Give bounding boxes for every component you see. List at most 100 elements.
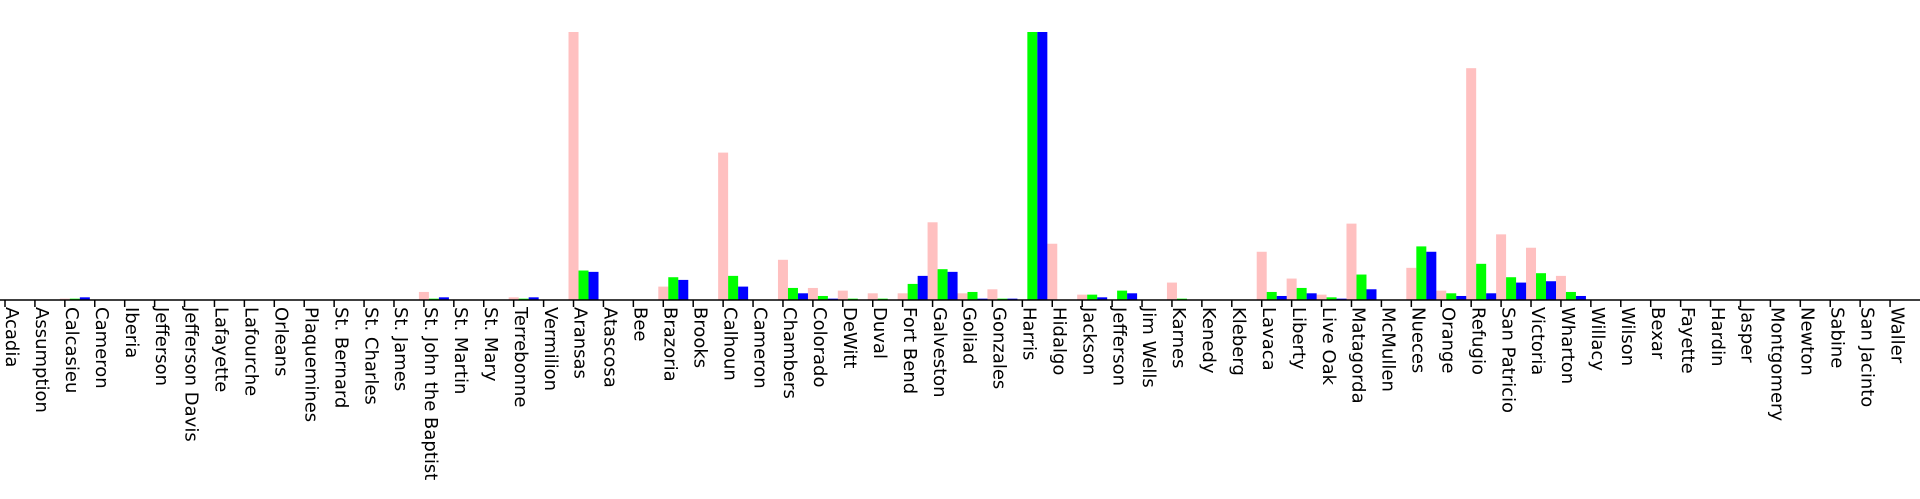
bar-2-series-2 [79, 297, 90, 300]
x-tick-label: Calcasieu [61, 307, 82, 393]
bar-42-series-1 [1266, 291, 1277, 300]
bar-17-series-2 [528, 297, 539, 300]
x-tick-label: Jasper [1737, 306, 1758, 363]
x-tick-label: Cameron [91, 307, 112, 389]
bar-27-series-0 [807, 287, 818, 300]
bar-43-series-1 [1296, 287, 1307, 300]
x-tick-labels-layer: Acadia Assumption Calcasieu Cameron Iberia Je… [1, 306, 1907, 480]
bar-31-series-1 [937, 269, 948, 300]
x-tick-label: Gonzales [989, 307, 1010, 389]
x-tick-label: Atascosa [600, 307, 621, 388]
x-tick-label: Willacy [1587, 307, 1608, 371]
x-tick-label: Lafayette [211, 307, 232, 392]
x-tick-label: Liberty [1288, 307, 1309, 370]
bar-49-series-2 [1486, 293, 1497, 300]
bar-45-series-0 [1346, 223, 1357, 300]
bar-45-series-2 [1366, 289, 1377, 300]
bar-48-series-0 [1436, 290, 1447, 300]
bar-19-series-0 [568, 32, 579, 300]
x-tick-label: St. James [390, 307, 411, 391]
bar-48-series-1 [1446, 293, 1457, 300]
x-tick-label: Harris [1019, 307, 1040, 360]
x-tick-label: St. Charles [360, 307, 381, 405]
bar-30-series-2 [917, 275, 928, 300]
bar-52-series-1 [1565, 291, 1576, 300]
x-tick-label: Wharton [1557, 307, 1578, 384]
x-tick-label: Orange [1437, 307, 1458, 374]
x-tick-label: Iberia [121, 307, 142, 358]
bar-35-series-0 [1047, 243, 1058, 300]
bar-34-series-1 [1027, 32, 1038, 300]
bar-22-series-2 [678, 279, 689, 300]
x-tick-label: Lafourche [241, 307, 262, 396]
x-tick-label: Fort Bend [899, 307, 920, 394]
x-tick-label: Vermilion [540, 307, 561, 391]
x-ticks-layer [4, 300, 1891, 307]
bar-14-series-0 [418, 291, 429, 300]
bar-52-series-0 [1555, 275, 1566, 300]
bar-51-series-1 [1536, 273, 1547, 300]
bar-44-series-1 [1326, 297, 1337, 300]
bar-50-series-1 [1506, 277, 1517, 300]
bar-26-series-1 [787, 287, 798, 300]
bar-28-series-0 [837, 290, 848, 300]
x-tick-label: Jefferson [151, 306, 172, 386]
bar-50-series-2 [1516, 282, 1527, 300]
bar-24-series-1 [728, 275, 739, 300]
x-tick-label: San Patricio [1497, 307, 1518, 413]
bar-51-series-0 [1526, 247, 1537, 300]
bar-31-series-0 [927, 222, 938, 300]
x-tick-label: Montgomery [1767, 307, 1788, 421]
bar-48-series-2 [1456, 295, 1467, 300]
bar-27-series-1 [817, 295, 828, 300]
x-tick-label: Sabine [1826, 307, 1847, 368]
x-tick-label: St. Martin [450, 307, 471, 394]
bar-19-series-1 [578, 270, 589, 300]
x-tick-label: Victoria [1527, 307, 1548, 375]
bar-42-series-2 [1276, 295, 1287, 300]
x-tick-label: McMullen [1378, 307, 1399, 392]
bar-49-series-1 [1476, 263, 1487, 300]
x-tick-label: Hidalgo [1048, 307, 1069, 375]
bar-42-series-0 [1256, 251, 1267, 300]
bar-44-series-0 [1316, 294, 1327, 300]
bar-47-series-0 [1406, 267, 1417, 300]
x-tick-label: Duval [869, 307, 890, 359]
bar-29-series-0 [867, 293, 878, 300]
x-tick-label: Hardin [1707, 307, 1728, 366]
x-tick-label: Jefferson Davis [181, 306, 202, 442]
bar-24-series-0 [718, 152, 729, 300]
x-tick-label: Waller [1886, 307, 1907, 364]
bar-22-series-0 [658, 286, 669, 300]
bar-32-series-1 [967, 291, 978, 300]
bars-layer [59, 32, 1586, 301]
bar-26-series-2 [797, 293, 808, 300]
x-tick-label: Calhoun [719, 307, 740, 381]
x-tick-label: Nueces [1408, 307, 1429, 373]
x-tick-label: Wilson [1617, 307, 1638, 366]
x-tick-label: Goliad [959, 307, 980, 364]
x-tick-label: Terrebonne [510, 306, 531, 408]
x-tick-label: Lavaca [1258, 307, 1279, 371]
x-tick-label: St. Bernard [330, 307, 351, 408]
x-tick-label: Bexar [1647, 307, 1668, 360]
bar-26-series-0 [777, 259, 788, 300]
bar-49-series-0 [1466, 68, 1477, 301]
x-tick-label: Chambers [779, 307, 800, 399]
x-tick-label: Refugio [1467, 307, 1488, 375]
x-tick-label: Bee [630, 307, 651, 342]
x-tick-label: Kenedy [1198, 307, 1219, 374]
x-tick-label: Colorado [809, 307, 830, 387]
x-tick-label: Brooks [689, 307, 710, 368]
x-tick-label: Plaquemines [300, 307, 321, 422]
bar-19-series-2 [588, 271, 599, 300]
bar-30-series-0 [897, 293, 908, 300]
x-tick-label: Acadia [1, 307, 22, 367]
x-tick-label: Jackson [1078, 306, 1099, 375]
x-tick-label: Jefferson [1108, 306, 1129, 386]
bar-51-series-2 [1546, 281, 1557, 300]
x-tick-label: Matagorda [1348, 307, 1369, 404]
bar-43-series-2 [1306, 293, 1317, 300]
bar-30-series-1 [907, 283, 918, 300]
